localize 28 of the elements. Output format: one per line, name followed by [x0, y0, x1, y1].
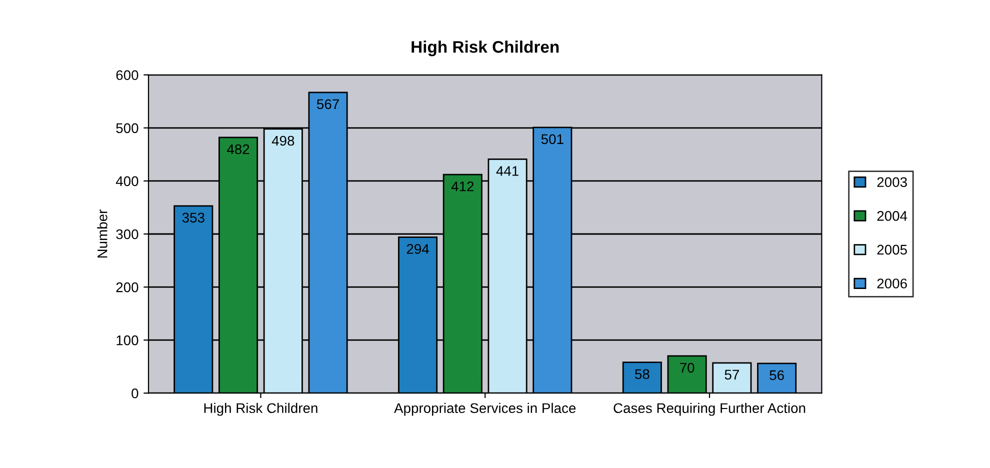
data-label: 412 [451, 181, 474, 192]
y-tick-label: 500 [116, 123, 138, 134]
data-label: 56 [770, 370, 784, 380]
data-label: 501 [541, 134, 564, 144]
data-label: 441 [496, 166, 518, 176]
data-label: 70 [680, 362, 694, 373]
data-label: 482 [226, 144, 250, 154]
y-tick-label: 400 [116, 176, 138, 186]
data-label: 294 [406, 244, 429, 254]
y-axis-title: Number [97, 210, 108, 258]
y-tick-label: 100 [116, 335, 138, 346]
y-tick-label: 0 [132, 388, 138, 398]
legend-label: 2005 [877, 244, 907, 255]
x-tick-label: Appropriate Services in Place [394, 402, 576, 416]
legend-label: 2004 [877, 211, 908, 221]
data-label: 58 [635, 369, 650, 380]
chart-title: High Risk Children [412, 40, 559, 56]
x-tick-label: Cases Requiring Further Action [614, 402, 806, 416]
x-tick-label: High Risk Children [204, 402, 318, 416]
data-label: 567 [316, 99, 339, 110]
data-label: 353 [182, 212, 204, 223]
data-label: 498 [272, 136, 294, 146]
y-tick-label: 200 [116, 282, 138, 292]
data-label: 57 [724, 370, 739, 380]
legend-label: 2006 [877, 278, 907, 288]
legend-label: 2003 [877, 177, 907, 188]
y-tick-label: 300 [116, 229, 138, 240]
y-tick-label: 600 [116, 70, 138, 80]
